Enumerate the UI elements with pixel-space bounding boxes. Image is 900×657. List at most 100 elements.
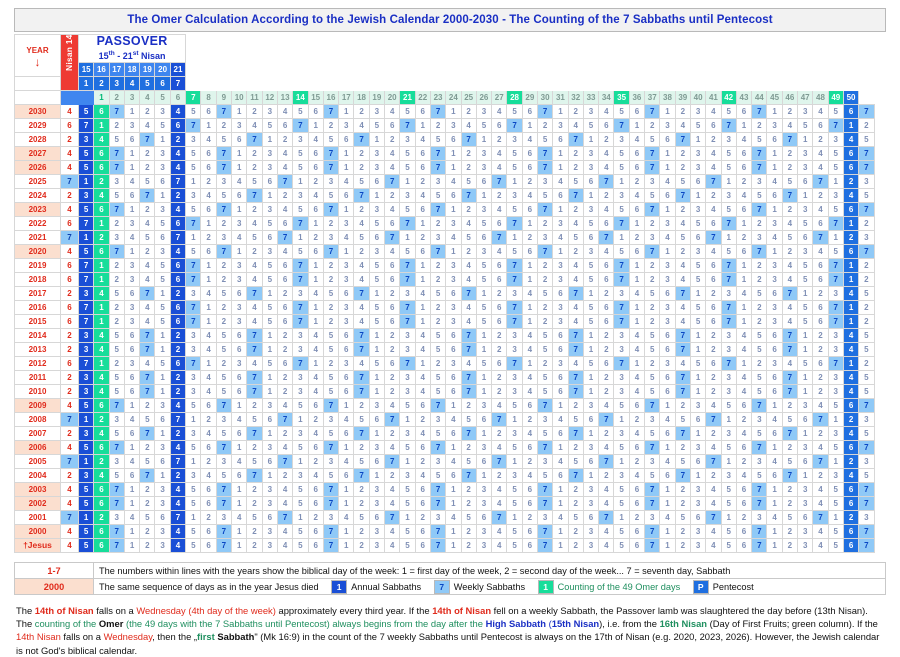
- omer-day-cell: 6: [843, 539, 858, 553]
- omer-day-cell: 5: [430, 189, 445, 203]
- omer-day-cell: 5: [828, 483, 843, 497]
- footer-seg-4: Wednesday (4th day of the week): [136, 605, 276, 616]
- omer-day-cell: 7: [507, 357, 522, 371]
- omer-day-cell: 4: [629, 343, 644, 357]
- footer-seg-22: Sabbath: [215, 631, 255, 642]
- omer-day-cell: 3: [323, 413, 338, 427]
- omer-day-cell: 6: [767, 133, 782, 147]
- omer-day-cell: 2: [385, 329, 400, 343]
- omer-day-cell: 1: [446, 441, 461, 455]
- passover-day-cell: 7: [109, 161, 124, 175]
- omer-day-cell: 4: [308, 371, 323, 385]
- omer-day-cell: 3: [767, 259, 782, 273]
- omer-day-cell: 2: [813, 469, 828, 483]
- header-spacer-cell: [798, 63, 813, 77]
- omer-day-cell: 1: [415, 357, 430, 371]
- omer-day-cell: 6: [446, 469, 461, 483]
- omer-day-cell: 5: [293, 539, 308, 553]
- omer-day-cell: 2: [247, 539, 262, 553]
- omer-day-cell: 2: [599, 343, 614, 357]
- header-spacer-cell: [828, 63, 843, 77]
- omer-day-cell: 5: [354, 231, 369, 245]
- header-spacer-cell: [277, 63, 292, 77]
- passover-day-cell: 3: [79, 343, 94, 357]
- omer-day-cell: 1: [660, 203, 675, 217]
- passover-title: PASSOVER: [79, 35, 185, 48]
- omer-day-cell: 4: [277, 497, 292, 511]
- omer-day-cell: 3: [186, 371, 201, 385]
- omer-day-40: 40: [690, 91, 705, 105]
- omer-day-cell: 6: [201, 399, 216, 413]
- omer-day-cell: 6: [232, 427, 247, 441]
- passover-day-cell: 1: [79, 413, 94, 427]
- header-spacer-cell: [186, 77, 201, 91]
- omer-day-cell: 6: [767, 287, 782, 301]
- omer-day-cell: 5: [721, 441, 736, 455]
- omer-day-cell: 6: [629, 525, 644, 539]
- omer-day-cell: 5: [186, 203, 201, 217]
- legend-table: 1-7 The numbers within lines with the ye…: [14, 562, 886, 595]
- row-nisan14-dow: 7: [61, 413, 79, 427]
- omer-day-cell: 7: [782, 343, 797, 357]
- omer-day-42: 42: [721, 91, 736, 105]
- passover-day-cell: 5: [79, 399, 94, 413]
- omer-day-cell: 2: [782, 525, 797, 539]
- header-spacer-cell: [476, 63, 491, 77]
- omer-day-cell: 7: [323, 203, 338, 217]
- passover-day-cell: 7: [140, 343, 155, 357]
- omer-day-cell: 4: [522, 329, 537, 343]
- omer-day-cell: 7: [752, 245, 767, 259]
- passover-day-cell: 6: [94, 245, 109, 259]
- passover-day-cell: 4: [94, 189, 109, 203]
- omer-day-cell: 5: [400, 497, 415, 511]
- row-nisan14-dow: 2: [61, 371, 79, 385]
- omer-day-7: 7: [186, 91, 201, 105]
- header-spacer-cell: [461, 63, 476, 77]
- omer-day-cell: 7: [721, 217, 736, 231]
- omer-day-cell: 5: [354, 175, 369, 189]
- omer-day-cell: 4: [492, 245, 507, 259]
- omer-day-cell: 3: [721, 133, 736, 147]
- omer-day-cell: 1: [339, 525, 354, 539]
- omer-day-cell: 1: [201, 273, 216, 287]
- passover-day-cell: 2: [170, 385, 185, 399]
- omer-day-cell: 1: [232, 203, 247, 217]
- passover-day-cell: 7: [140, 189, 155, 203]
- row-year: 2022: [15, 217, 61, 231]
- header-spacer-cell: [339, 77, 354, 91]
- omer-day-cell: 5: [645, 189, 660, 203]
- omer-day-cell: 1: [736, 259, 751, 273]
- omer-day-cell: 5: [537, 343, 552, 357]
- footer-seg-3: falls on a: [94, 605, 137, 616]
- omer-day-cell: 7: [430, 147, 445, 161]
- omer-day-cell: 3: [339, 273, 354, 287]
- omer-day-cell: 4: [629, 287, 644, 301]
- omer-day-cell: 2: [308, 511, 323, 525]
- trailing-day-cell: 2: [859, 217, 874, 231]
- omer-day-cell: 6: [813, 357, 828, 371]
- omer-day-cell: 5: [721, 539, 736, 553]
- omer-day-cell: 4: [629, 133, 644, 147]
- passover-day-cell: 3: [109, 231, 124, 245]
- omer-day-cell: 7: [492, 455, 507, 469]
- omer-day-cell: 4: [660, 511, 675, 525]
- trailing-day-cell: 5: [859, 427, 874, 441]
- omer-day-35: 35: [614, 91, 629, 105]
- trailing-day-cell: 5: [859, 189, 874, 203]
- omer-day-cell: 6: [706, 315, 721, 329]
- passover-day-cell: 1: [79, 231, 94, 245]
- omer-day-cell: 6: [339, 385, 354, 399]
- trailing-day-cell: 2: [859, 273, 874, 287]
- omer-day-cell: 2: [568, 399, 583, 413]
- header-spacer-cell: [614, 77, 629, 91]
- omer-day-cell: 1: [186, 175, 201, 189]
- omer-day-cell: 5: [430, 343, 445, 357]
- omer-day-cell: 7: [492, 175, 507, 189]
- omer-day-cell: 6: [660, 427, 675, 441]
- omer-day-cell: 5: [507, 441, 522, 455]
- omer-day-cell: 6: [339, 329, 354, 343]
- omer-day-cell: 6: [262, 175, 277, 189]
- omer-day-cell: 4: [277, 245, 292, 259]
- omer-day-cell: 2: [492, 287, 507, 301]
- omer-day-cell: 6: [415, 539, 430, 553]
